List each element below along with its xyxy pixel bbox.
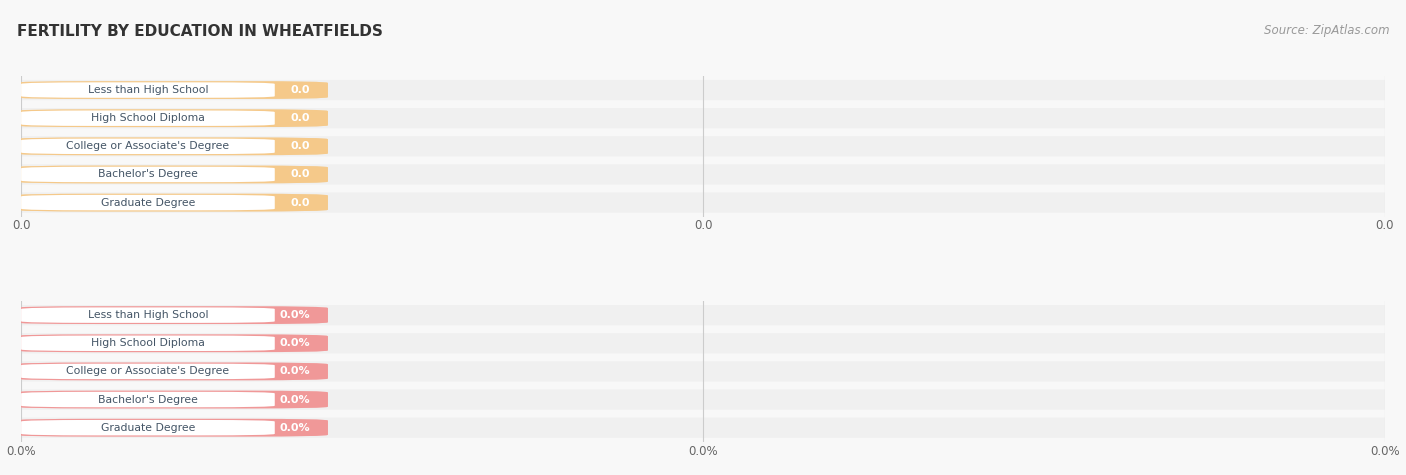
FancyBboxPatch shape bbox=[21, 418, 1385, 438]
FancyBboxPatch shape bbox=[14, 137, 328, 155]
Text: Graduate Degree: Graduate Degree bbox=[101, 423, 195, 433]
Text: High School Diploma: High School Diploma bbox=[91, 113, 205, 123]
FancyBboxPatch shape bbox=[14, 166, 328, 183]
FancyBboxPatch shape bbox=[14, 334, 328, 352]
Text: 0.0: 0.0 bbox=[291, 170, 311, 180]
Text: FERTILITY BY EDUCATION IN WHEATFIELDS: FERTILITY BY EDUCATION IN WHEATFIELDS bbox=[17, 24, 382, 39]
FancyBboxPatch shape bbox=[14, 306, 328, 324]
Text: 0.0%: 0.0% bbox=[280, 310, 311, 320]
Text: Less than High School: Less than High School bbox=[87, 310, 208, 320]
FancyBboxPatch shape bbox=[14, 362, 328, 380]
Text: Source: ZipAtlas.com: Source: ZipAtlas.com bbox=[1264, 24, 1389, 37]
FancyBboxPatch shape bbox=[14, 194, 328, 211]
Text: 0.0%: 0.0% bbox=[280, 423, 311, 433]
FancyBboxPatch shape bbox=[21, 361, 1385, 381]
FancyBboxPatch shape bbox=[14, 390, 328, 408]
FancyBboxPatch shape bbox=[21, 364, 274, 379]
FancyBboxPatch shape bbox=[21, 80, 1385, 100]
FancyBboxPatch shape bbox=[21, 111, 274, 126]
FancyBboxPatch shape bbox=[14, 81, 328, 99]
Text: 0.0: 0.0 bbox=[291, 113, 311, 123]
FancyBboxPatch shape bbox=[14, 109, 328, 127]
FancyBboxPatch shape bbox=[14, 362, 328, 380]
Text: Less than High School: Less than High School bbox=[87, 85, 208, 95]
FancyBboxPatch shape bbox=[14, 137, 328, 155]
Text: 0.0%: 0.0% bbox=[280, 366, 311, 376]
FancyBboxPatch shape bbox=[14, 166, 328, 183]
FancyBboxPatch shape bbox=[21, 139, 274, 154]
Text: Bachelor's Degree: Bachelor's Degree bbox=[98, 170, 198, 180]
FancyBboxPatch shape bbox=[21, 305, 1385, 325]
FancyBboxPatch shape bbox=[14, 390, 328, 408]
FancyBboxPatch shape bbox=[21, 108, 1385, 128]
FancyBboxPatch shape bbox=[14, 419, 328, 437]
FancyBboxPatch shape bbox=[21, 164, 1385, 185]
Text: 0.0: 0.0 bbox=[291, 85, 311, 95]
FancyBboxPatch shape bbox=[21, 167, 274, 182]
Text: 0.0: 0.0 bbox=[291, 142, 311, 152]
FancyBboxPatch shape bbox=[14, 306, 328, 324]
FancyBboxPatch shape bbox=[21, 82, 274, 98]
FancyBboxPatch shape bbox=[21, 392, 274, 407]
Text: 0.0%: 0.0% bbox=[280, 395, 311, 405]
Text: High School Diploma: High School Diploma bbox=[91, 338, 205, 348]
FancyBboxPatch shape bbox=[14, 109, 328, 127]
Text: College or Associate's Degree: College or Associate's Degree bbox=[66, 366, 229, 376]
FancyBboxPatch shape bbox=[14, 81, 328, 99]
FancyBboxPatch shape bbox=[21, 195, 274, 210]
FancyBboxPatch shape bbox=[14, 419, 328, 437]
Text: 0.0: 0.0 bbox=[291, 198, 311, 208]
Text: Graduate Degree: Graduate Degree bbox=[101, 198, 195, 208]
FancyBboxPatch shape bbox=[21, 390, 1385, 409]
FancyBboxPatch shape bbox=[21, 307, 274, 323]
FancyBboxPatch shape bbox=[14, 194, 328, 211]
FancyBboxPatch shape bbox=[14, 334, 328, 352]
FancyBboxPatch shape bbox=[21, 333, 1385, 353]
FancyBboxPatch shape bbox=[21, 136, 1385, 156]
Text: College or Associate's Degree: College or Associate's Degree bbox=[66, 142, 229, 152]
Text: Bachelor's Degree: Bachelor's Degree bbox=[98, 395, 198, 405]
Text: 0.0%: 0.0% bbox=[280, 338, 311, 348]
FancyBboxPatch shape bbox=[21, 335, 274, 351]
FancyBboxPatch shape bbox=[21, 420, 274, 436]
FancyBboxPatch shape bbox=[21, 192, 1385, 213]
